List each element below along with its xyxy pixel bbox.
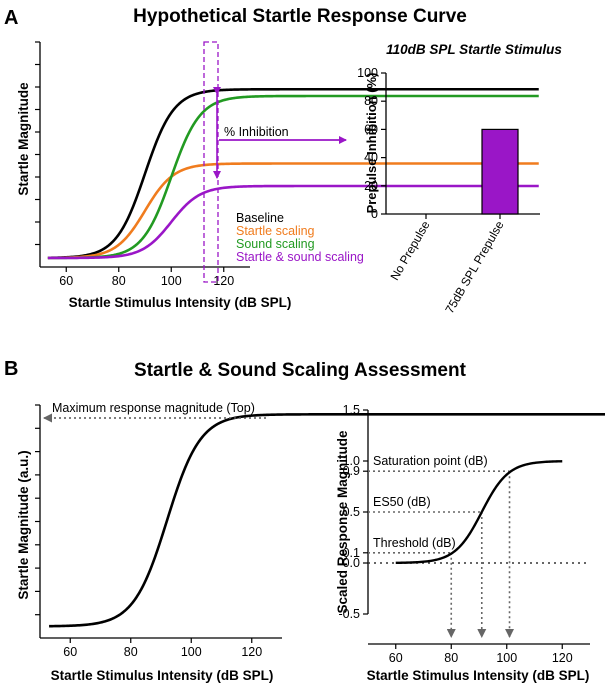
series-line-sound-scaling [47,94,539,260]
legend-baseline: Baseline [236,211,284,225]
series-line-baseline [47,87,539,260]
bar-75db-spl-prepulse [481,128,519,215]
panel-a-letter: A [4,7,18,29]
curve-b-right-chart: Scaled Response Magnitude Startle Stimul… [335,403,590,683]
bar-a-chart: 110dB SPL Startle Stimulus Prepulse Inhi… [357,42,562,316]
curve-b-right-ylabel: Scaled Response Magnitude [335,430,350,614]
bar-y-tick-label: 40 [364,151,378,165]
series-line-startle-scaling [47,162,539,260]
curve-a-chart: Startle Magnitude Startle Stimulus Inten… [16,41,539,310]
max-response-label: Maximum response magnitude (Top) [52,401,255,415]
x-tick-label: 80 [444,651,458,665]
series-line-scaled-response [395,460,563,565]
curve-a-xlabel: Startle Stimulus Intensity (dB SPL) [69,295,292,310]
y-tick-label: 0.5 [343,505,360,519]
bar-a-ylabel: Prepulse Inhibition (%) [364,73,379,214]
panel-b-letter: B [4,358,18,380]
highlight-box [203,41,219,283]
bar-y-tick-label: 0 [371,207,378,221]
x-tick-label: 80 [124,645,138,659]
legend-startle-sound-scaling: Startle & sound scaling [236,250,364,264]
panel-a-title: Hypothetical Startle Response Curve [133,6,467,27]
bar-y-tick-label: 60 [364,122,378,136]
y-tick-label: 1.5 [343,403,360,417]
bar-category-label: 75dB SPL Prepulse [442,218,506,316]
y-tick-label: -0.5 [338,607,360,621]
inhibition-label: % Inhibition [224,125,289,139]
bar-y-tick-label: 100 [357,66,378,80]
legend-sound-scaling: Sound scaling [236,237,315,251]
y-tick-label: 0.0 [343,556,360,570]
x-tick-label: 100 [181,645,202,659]
marker-label: ES50 (dB) [373,495,431,509]
x-tick-label: 80 [112,274,126,288]
x-tick-label: 60 [63,645,77,659]
legend-startle-scaling: Startle scaling [236,224,315,238]
curve-b-left-chart: Startle Magnitude (a.u.) Startle Stimulu… [16,401,605,683]
x-tick-label: 120 [241,645,262,659]
marker-label: Saturation point (dB) [373,454,488,468]
x-tick-label: 100 [496,651,517,665]
y-tick-label: 0.1 [343,546,360,560]
series-line-response [49,413,605,628]
bar-a-title: 110dB SPL Startle Stimulus [386,42,562,57]
x-tick-label: 60 [389,651,403,665]
curve-b-left-ylabel: Startle Magnitude (a.u.) [16,450,31,599]
x-tick-label: 100 [161,274,182,288]
series-line-startle-sound-scaling [47,184,539,260]
marker-label: Threshold (dB) [373,536,456,550]
x-tick-label: 120 [213,274,234,288]
y-tick-label: 1.0 [343,454,360,468]
curve-a-ylabel: Startle Magnitude [16,82,31,196]
bar-y-tick-label: 20 [364,179,378,193]
bar-category-label: No Prepulse [387,218,432,282]
x-tick-label: 60 [59,274,73,288]
y-tick-label: 0.9 [343,464,360,478]
x-tick-label: 120 [552,651,573,665]
curve-b-right-xlabel: Startle Stimulus Intensity (dB SPL) [367,668,590,683]
curve-b-left-xlabel: Startle Stimulus Intensity (dB SPL) [51,668,274,683]
bar-y-tick-label: 80 [364,94,378,108]
panel-b-title: Startle & Sound Scaling Assessment [134,360,467,381]
